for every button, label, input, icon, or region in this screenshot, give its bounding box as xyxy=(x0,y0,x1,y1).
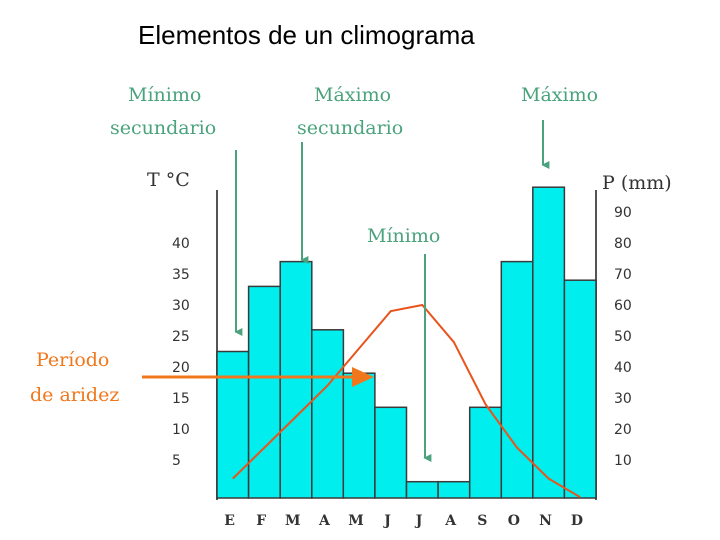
left-axis-ticks: 5 10 15 20 25 30 35 40 xyxy=(172,236,190,469)
month-label: F xyxy=(256,513,266,529)
precipitation-bar xyxy=(405,480,439,499)
precipitation-bar xyxy=(216,350,250,499)
annotation-min-secundario-line2: secundario xyxy=(110,117,216,139)
left-tick-label: 15 xyxy=(172,391,190,407)
precipitation-bars xyxy=(216,186,597,499)
month-label: J xyxy=(382,513,391,529)
precipitation-bar xyxy=(532,186,566,499)
right-tick-label: 20 xyxy=(614,422,632,438)
month-label: A xyxy=(444,513,457,529)
left-axis-title: T °C xyxy=(147,169,190,191)
annotation-periodo-line2: de aridez xyxy=(30,384,119,406)
annotation-maximo: Máximo xyxy=(521,84,598,106)
right-tick-label: 70 xyxy=(614,267,632,283)
precipitation-bar xyxy=(342,372,376,499)
precipitation-bar xyxy=(468,406,503,499)
precipitation-bar xyxy=(311,329,345,499)
precipitation-bar xyxy=(279,260,313,499)
left-tick-label: 10 xyxy=(172,422,190,438)
left-tick-label: 25 xyxy=(172,329,190,345)
left-tick-label: 35 xyxy=(172,267,190,283)
precipitation-bar xyxy=(500,260,534,499)
left-tick-label: 40 xyxy=(172,236,190,252)
left-tick-label: 30 xyxy=(172,298,190,314)
month-label: S xyxy=(477,513,487,529)
month-label: E xyxy=(224,513,235,529)
right-tick-label: 10 xyxy=(614,453,632,469)
month-label: M xyxy=(348,513,364,529)
precipitation-bar xyxy=(437,480,471,499)
precipitation-bar xyxy=(563,279,597,499)
month-label: A xyxy=(318,513,331,529)
month-label: N xyxy=(539,513,552,529)
temperature-line xyxy=(232,303,581,499)
right-tick-label: 30 xyxy=(614,391,632,407)
right-tick-label: 50 xyxy=(614,329,632,345)
right-tick-label: 90 xyxy=(614,205,632,221)
annotation-max-secundario-line2: secundario xyxy=(297,117,403,139)
month-label: D xyxy=(571,513,583,529)
arrow-periodo-aridez-head xyxy=(352,367,374,387)
left-tick-label: 5 xyxy=(172,453,181,469)
annotation-minimo: Mínimo xyxy=(367,225,440,247)
month-label: J xyxy=(414,513,423,529)
page-title: Elementos de un climograma xyxy=(138,20,475,50)
left-tick-label: 20 xyxy=(172,360,190,376)
month-label: O xyxy=(508,513,520,529)
right-axis-title: P (mm) xyxy=(602,172,672,194)
annotation-max-secundario-line1: Máximo xyxy=(314,84,391,106)
right-axis-ticks: 10 20 30 40 50 60 70 80 90 xyxy=(614,205,632,469)
month-label: M xyxy=(285,513,301,529)
precipitation-bar xyxy=(247,285,281,499)
precipitation-bar xyxy=(374,406,408,499)
right-tick-label: 60 xyxy=(614,298,632,314)
annotation-periodo-line1: Período xyxy=(36,349,109,371)
annotation-min-secundario-line1: Mínimo xyxy=(128,84,201,106)
right-tick-label: 80 xyxy=(614,236,632,252)
right-tick-label: 40 xyxy=(614,360,632,376)
